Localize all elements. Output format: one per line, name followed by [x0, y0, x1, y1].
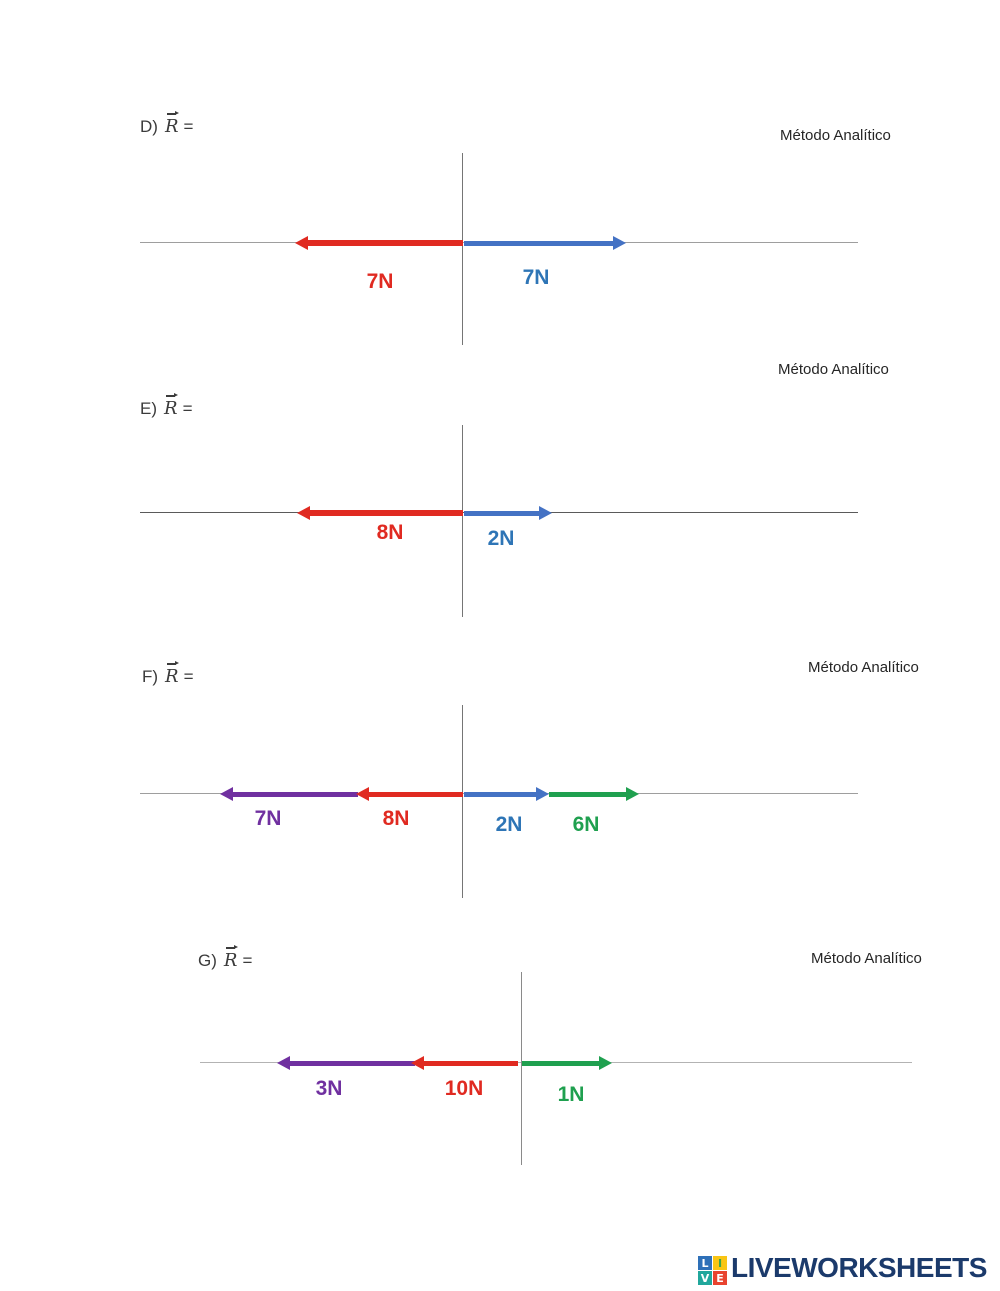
vector-arrowhead — [295, 236, 308, 250]
equals-sign: = — [182, 399, 193, 418]
vector-arrow-line — [549, 792, 626, 797]
equals-sign: = — [242, 951, 253, 970]
vector-arrowhead — [277, 1056, 290, 1070]
resultant-symbol: R — [165, 661, 180, 687]
vector-arrowhead — [411, 1056, 424, 1070]
axis-vertical-f — [462, 705, 463, 898]
vector-arrowhead — [297, 506, 310, 520]
problem-letter: D) — [140, 117, 158, 136]
vector-magnitude-label: 8N — [382, 807, 410, 830]
axis-vertical-d — [462, 153, 463, 345]
vector-arrow-line — [233, 792, 358, 797]
problem-letter: E) — [140, 399, 157, 418]
vector-magnitude-label: 7N — [522, 266, 550, 289]
liveworksheets-brand[interactable]: LIVEWORKSHEETS — [731, 1252, 987, 1283]
liveworksheets-logo-icon: L I V E — [698, 1256, 727, 1285]
vector-magnitude-label: 3N — [315, 1077, 343, 1100]
vector-magnitude-label: 6N — [572, 813, 600, 836]
r-symbol: R — [164, 116, 179, 137]
vector-magnitude-label: 7N — [366, 270, 394, 293]
vector-arrow-line — [310, 510, 463, 516]
method-label: Método Analítico — [811, 950, 922, 967]
method-label: Método Analítico — [778, 361, 889, 378]
vector-arrow-line — [464, 792, 536, 797]
vector-arrow-icon — [166, 393, 178, 397]
method-label: Método Analítico — [780, 127, 891, 144]
logo-square-i: I — [713, 1256, 727, 1270]
vector-arrowhead — [220, 787, 233, 801]
axis-vertical-e — [462, 425, 463, 617]
problem-label-e: E) R = — [140, 393, 193, 419]
resultant-symbol: R — [164, 111, 179, 137]
axis-vertical-g — [521, 972, 522, 1165]
logo-square-l: L — [698, 1256, 712, 1270]
method-label: Método Analítico — [808, 659, 919, 676]
logo-square-v: V — [698, 1271, 712, 1285]
vector-magnitude-label: 8N — [376, 521, 404, 544]
vector-arrow-line — [290, 1061, 415, 1066]
r-symbol: R — [165, 666, 179, 687]
vector-arrow-icon — [225, 945, 238, 949]
logo-square-e: E — [713, 1271, 727, 1285]
r-symbol: R — [223, 950, 238, 971]
vector-arrow-line — [464, 511, 539, 516]
vector-arrow-icon — [166, 111, 179, 115]
vector-magnitude-label: 2N — [495, 813, 523, 836]
vector-magnitude-label: 7N — [254, 807, 282, 830]
equals-sign: = — [183, 667, 194, 686]
vector-arrow-line — [424, 1061, 518, 1066]
equals-sign: = — [183, 117, 194, 136]
vector-arrowhead — [626, 787, 639, 801]
vector-arrow-line — [522, 1061, 599, 1066]
vector-magnitude-label: 2N — [487, 527, 515, 550]
resultant-symbol: R — [223, 945, 238, 971]
problem-label-g: G) R = — [198, 945, 253, 971]
vector-arrowhead — [599, 1056, 612, 1070]
vector-arrow-line — [369, 792, 463, 797]
resultant-symbol: R — [164, 393, 178, 419]
problem-letter: F) — [142, 667, 159, 686]
r-symbol: R — [164, 398, 178, 419]
vector-arrow-line — [308, 240, 463, 246]
vector-arrowhead — [536, 787, 549, 801]
vector-arrowhead — [613, 236, 626, 250]
problem-label-d: D) R = — [140, 111, 194, 137]
problem-label-f: F) R = — [142, 661, 194, 687]
problem-letter: G) — [198, 951, 217, 970]
vector-arrow-icon — [167, 661, 180, 665]
vector-magnitude-label: 10N — [444, 1077, 484, 1100]
vector-arrowhead — [539, 506, 552, 520]
vector-arrow-line — [464, 241, 613, 246]
vector-arrowhead — [356, 787, 369, 801]
vector-magnitude-label: 1N — [557, 1083, 585, 1106]
